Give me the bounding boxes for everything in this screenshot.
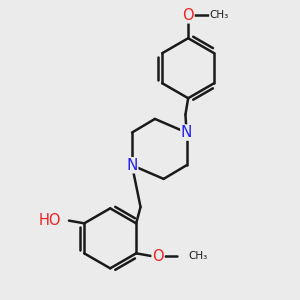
Text: N: N [126,158,138,173]
Text: O: O [152,249,164,264]
Text: O: O [182,8,194,23]
Text: CH₃: CH₃ [188,251,207,261]
Text: HO: HO [39,213,61,228]
Text: N: N [181,125,192,140]
Text: CH₃: CH₃ [210,10,229,20]
